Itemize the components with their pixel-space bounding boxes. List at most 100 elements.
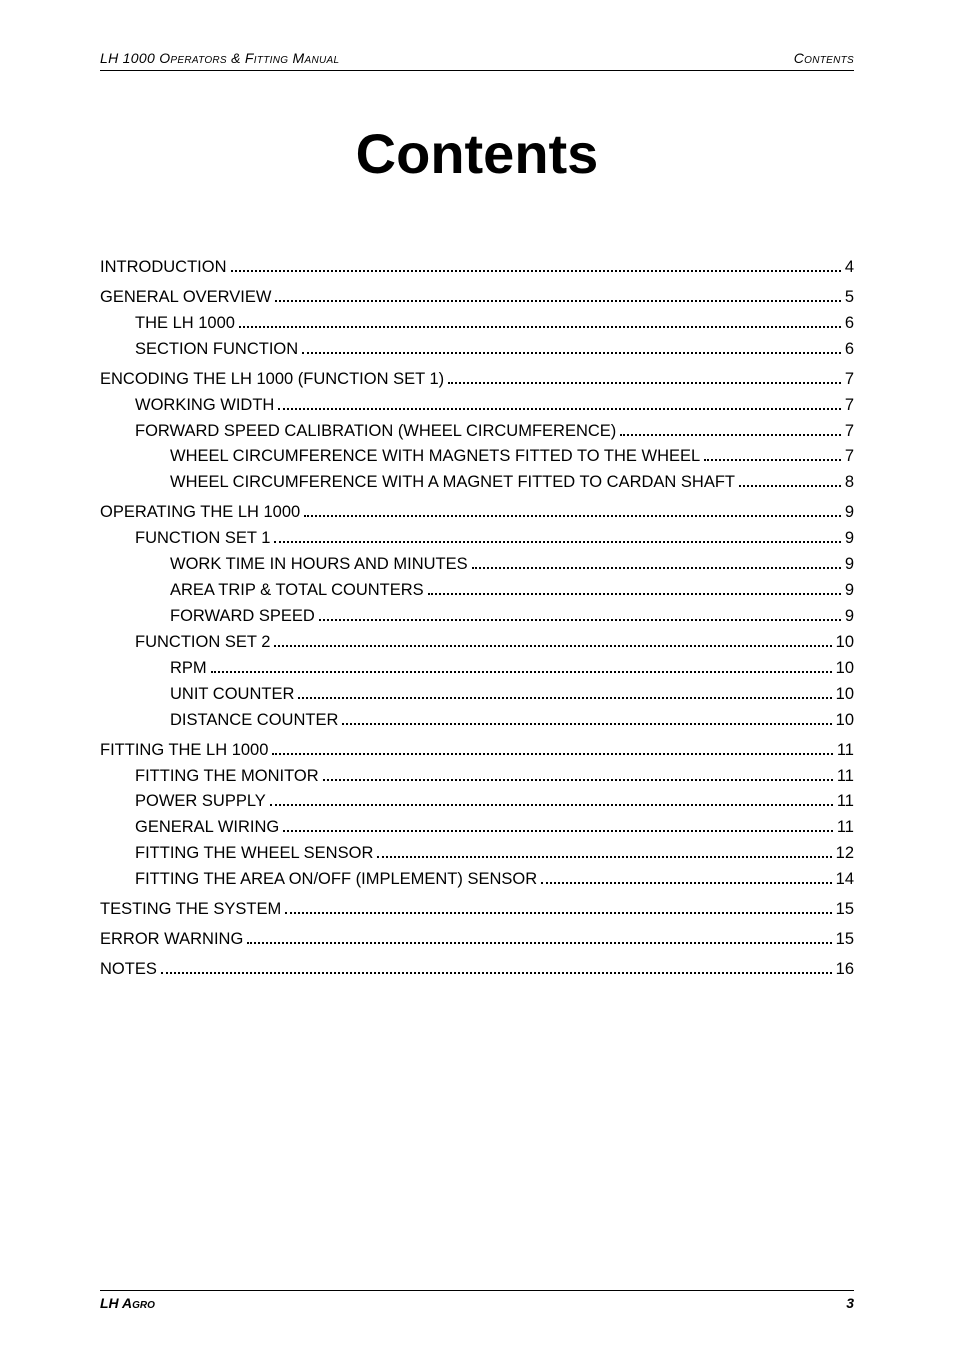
page-title: Contents bbox=[100, 121, 854, 186]
toc-leader-dots bbox=[620, 424, 841, 436]
toc-entry-label: FITTING THE LH 1000 bbox=[100, 739, 268, 763]
toc-entry-label: FUNCTION SET 1 bbox=[135, 527, 270, 551]
toc-entry: WORK TIME IN HOURS AND MINUTES9 bbox=[170, 553, 854, 577]
toc-leader-dots bbox=[739, 475, 841, 487]
toc-entry-label: NOTES bbox=[100, 958, 157, 982]
toc-entry: ERROR WARNING 15 bbox=[100, 928, 854, 952]
footer-left: LH Agro bbox=[100, 1295, 155, 1311]
page-footer: LH Agro 3 bbox=[100, 1290, 854, 1311]
toc-entry-label: FORWARD SPEED bbox=[170, 605, 315, 629]
toc-entry: TESTING THE SYSTEM 15 bbox=[100, 898, 854, 922]
toc-leader-dots bbox=[428, 583, 841, 595]
table-of-contents: INTRODUCTION 4 GENERAL OVERVIEW 5 THE LH 100… bbox=[100, 256, 854, 982]
toc-entry-page: 11 bbox=[837, 765, 854, 789]
toc-entry-label: GENERAL OVERVIEW bbox=[100, 286, 271, 310]
toc-entry: FITTING THE MONITOR 11 bbox=[135, 765, 854, 789]
toc-entry: FUNCTION SET 19 bbox=[135, 527, 854, 551]
toc-leader-dots bbox=[247, 932, 831, 944]
toc-entry-page: 5 bbox=[845, 286, 854, 310]
toc-entry-label: FITTING THE WHEEL SENSOR bbox=[135, 842, 373, 866]
toc-entry-page: 15 bbox=[836, 928, 854, 952]
toc-leader-dots bbox=[275, 290, 840, 302]
toc-entry-label: WHEEL CIRCUMFERENCE WITH MAGNETS FITTED … bbox=[170, 445, 700, 469]
toc-entry-label: WHEEL CIRCUMFERENCE WITH A MAGNET FITTED… bbox=[170, 471, 735, 495]
toc-entry-page: 8 bbox=[845, 471, 854, 495]
toc-leader-dots bbox=[274, 531, 840, 543]
toc-entry-label: FORWARD SPEED CALIBRATION (WHEEL CIRCUMF… bbox=[135, 420, 616, 444]
header-left: LH 1000 Operators & Fitting Manual bbox=[100, 50, 339, 66]
toc-entry: FITTING THE LH 1000 11 bbox=[100, 739, 854, 763]
toc-leader-dots bbox=[272, 743, 832, 755]
toc-leader-dots bbox=[472, 557, 841, 569]
toc-entry: FITTING THE AREA ON/OFF (IMPLEMENT) SENS… bbox=[135, 868, 854, 892]
toc-entry: OPERATING THE LH 1000 9 bbox=[100, 501, 854, 525]
toc-leader-dots bbox=[342, 713, 831, 725]
toc-entry-label: THE LH 1000 bbox=[135, 312, 235, 336]
toc-leader-dots bbox=[302, 342, 841, 354]
toc-entry-label: FITTING THE MONITOR bbox=[135, 765, 319, 789]
toc-entry: UNIT COUNTER 10 bbox=[170, 683, 854, 707]
toc-entry-label: WORKING WIDTH bbox=[135, 394, 274, 418]
toc-entry-label: ENCODING THE LH 1000 (FUNCTION SET 1) bbox=[100, 368, 444, 392]
toc-leader-dots bbox=[704, 450, 841, 462]
toc-entry-page: 11 bbox=[837, 816, 854, 840]
toc-entry: FORWARD SPEED CALIBRATION (WHEEL CIRCUMF… bbox=[135, 420, 854, 444]
toc-entry: RPM10 bbox=[170, 657, 854, 681]
toc-entry-page: 16 bbox=[836, 958, 854, 982]
toc-entry: GENERAL OVERVIEW 5 bbox=[100, 286, 854, 310]
toc-entry: FITTING THE WHEEL SENSOR 12 bbox=[135, 842, 854, 866]
toc-entry: FORWARD SPEED 9 bbox=[170, 605, 854, 629]
toc-entry-label: GENERAL WIRING bbox=[135, 816, 279, 840]
toc-entry-page: 15 bbox=[836, 898, 854, 922]
toc-entry: INTRODUCTION 4 bbox=[100, 256, 854, 280]
toc-entry-label: OPERATING THE LH 1000 bbox=[100, 501, 300, 525]
toc-leader-dots bbox=[231, 260, 841, 272]
toc-entry-page: 11 bbox=[837, 790, 854, 814]
footer-page-number: 3 bbox=[846, 1295, 854, 1311]
toc-entry-page: 10 bbox=[836, 657, 854, 681]
toc-entry: WHEEL CIRCUMFERENCE WITH MAGNETS FITTED … bbox=[170, 445, 854, 469]
toc-entry-page: 11 bbox=[837, 739, 854, 763]
toc-leader-dots bbox=[298, 687, 831, 699]
toc-entry-page: 12 bbox=[836, 842, 854, 866]
toc-entry: WHEEL CIRCUMFERENCE WITH A MAGNET FITTED… bbox=[170, 471, 854, 495]
toc-entry-label: AREA TRIP & TOTAL COUNTERS bbox=[170, 579, 424, 603]
toc-leader-dots bbox=[448, 372, 841, 384]
toc-leader-dots bbox=[239, 316, 841, 328]
toc-entry-label: FUNCTION SET 2 bbox=[135, 631, 270, 655]
toc-leader-dots bbox=[283, 820, 833, 832]
toc-entry-label: TESTING THE SYSTEM bbox=[100, 898, 281, 922]
toc-leader-dots bbox=[319, 609, 841, 621]
toc-entry-page: 10 bbox=[836, 709, 854, 733]
toc-entry: AREA TRIP & TOTAL COUNTERS 9 bbox=[170, 579, 854, 603]
toc-entry-page: 6 bbox=[845, 312, 854, 336]
toc-leader-dots bbox=[161, 962, 832, 974]
toc-leader-dots bbox=[304, 505, 841, 517]
toc-entry-page: 9 bbox=[845, 553, 854, 577]
toc-entry-page: 7 bbox=[845, 368, 854, 392]
toc-entry-label: POWER SUPPLY bbox=[135, 790, 266, 814]
toc-entry: NOTES 16 bbox=[100, 958, 854, 982]
toc-entry-label: FITTING THE AREA ON/OFF (IMPLEMENT) SENS… bbox=[135, 868, 537, 892]
toc-leader-dots bbox=[377, 846, 831, 858]
toc-entry-page: 9 bbox=[845, 605, 854, 629]
toc-entry: ENCODING THE LH 1000 (FUNCTION SET 1) 7 bbox=[100, 368, 854, 392]
toc-entry-page: 4 bbox=[845, 256, 854, 280]
toc-entry-page: 9 bbox=[845, 501, 854, 525]
toc-entry-page: 9 bbox=[845, 579, 854, 603]
toc-leader-dots bbox=[323, 769, 833, 781]
toc-entry-label: INTRODUCTION bbox=[100, 256, 227, 280]
toc-entry-page: 10 bbox=[836, 683, 854, 707]
toc-entry-label: UNIT COUNTER bbox=[170, 683, 294, 707]
toc-entry: POWER SUPPLY 11 bbox=[135, 790, 854, 814]
toc-entry-page: 14 bbox=[836, 868, 854, 892]
toc-entry-label: ERROR WARNING bbox=[100, 928, 243, 952]
toc-leader-dots bbox=[278, 398, 840, 410]
toc-entry: FUNCTION SET 210 bbox=[135, 631, 854, 655]
toc-entry: DISTANCE COUNTER 10 bbox=[170, 709, 854, 733]
toc-entry: SECTION FUNCTION6 bbox=[135, 338, 854, 362]
toc-leader-dots bbox=[270, 795, 833, 807]
toc-entry-page: 6 bbox=[845, 338, 854, 362]
toc-entry-label: DISTANCE COUNTER bbox=[170, 709, 338, 733]
toc-entry-page: 7 bbox=[845, 420, 854, 444]
